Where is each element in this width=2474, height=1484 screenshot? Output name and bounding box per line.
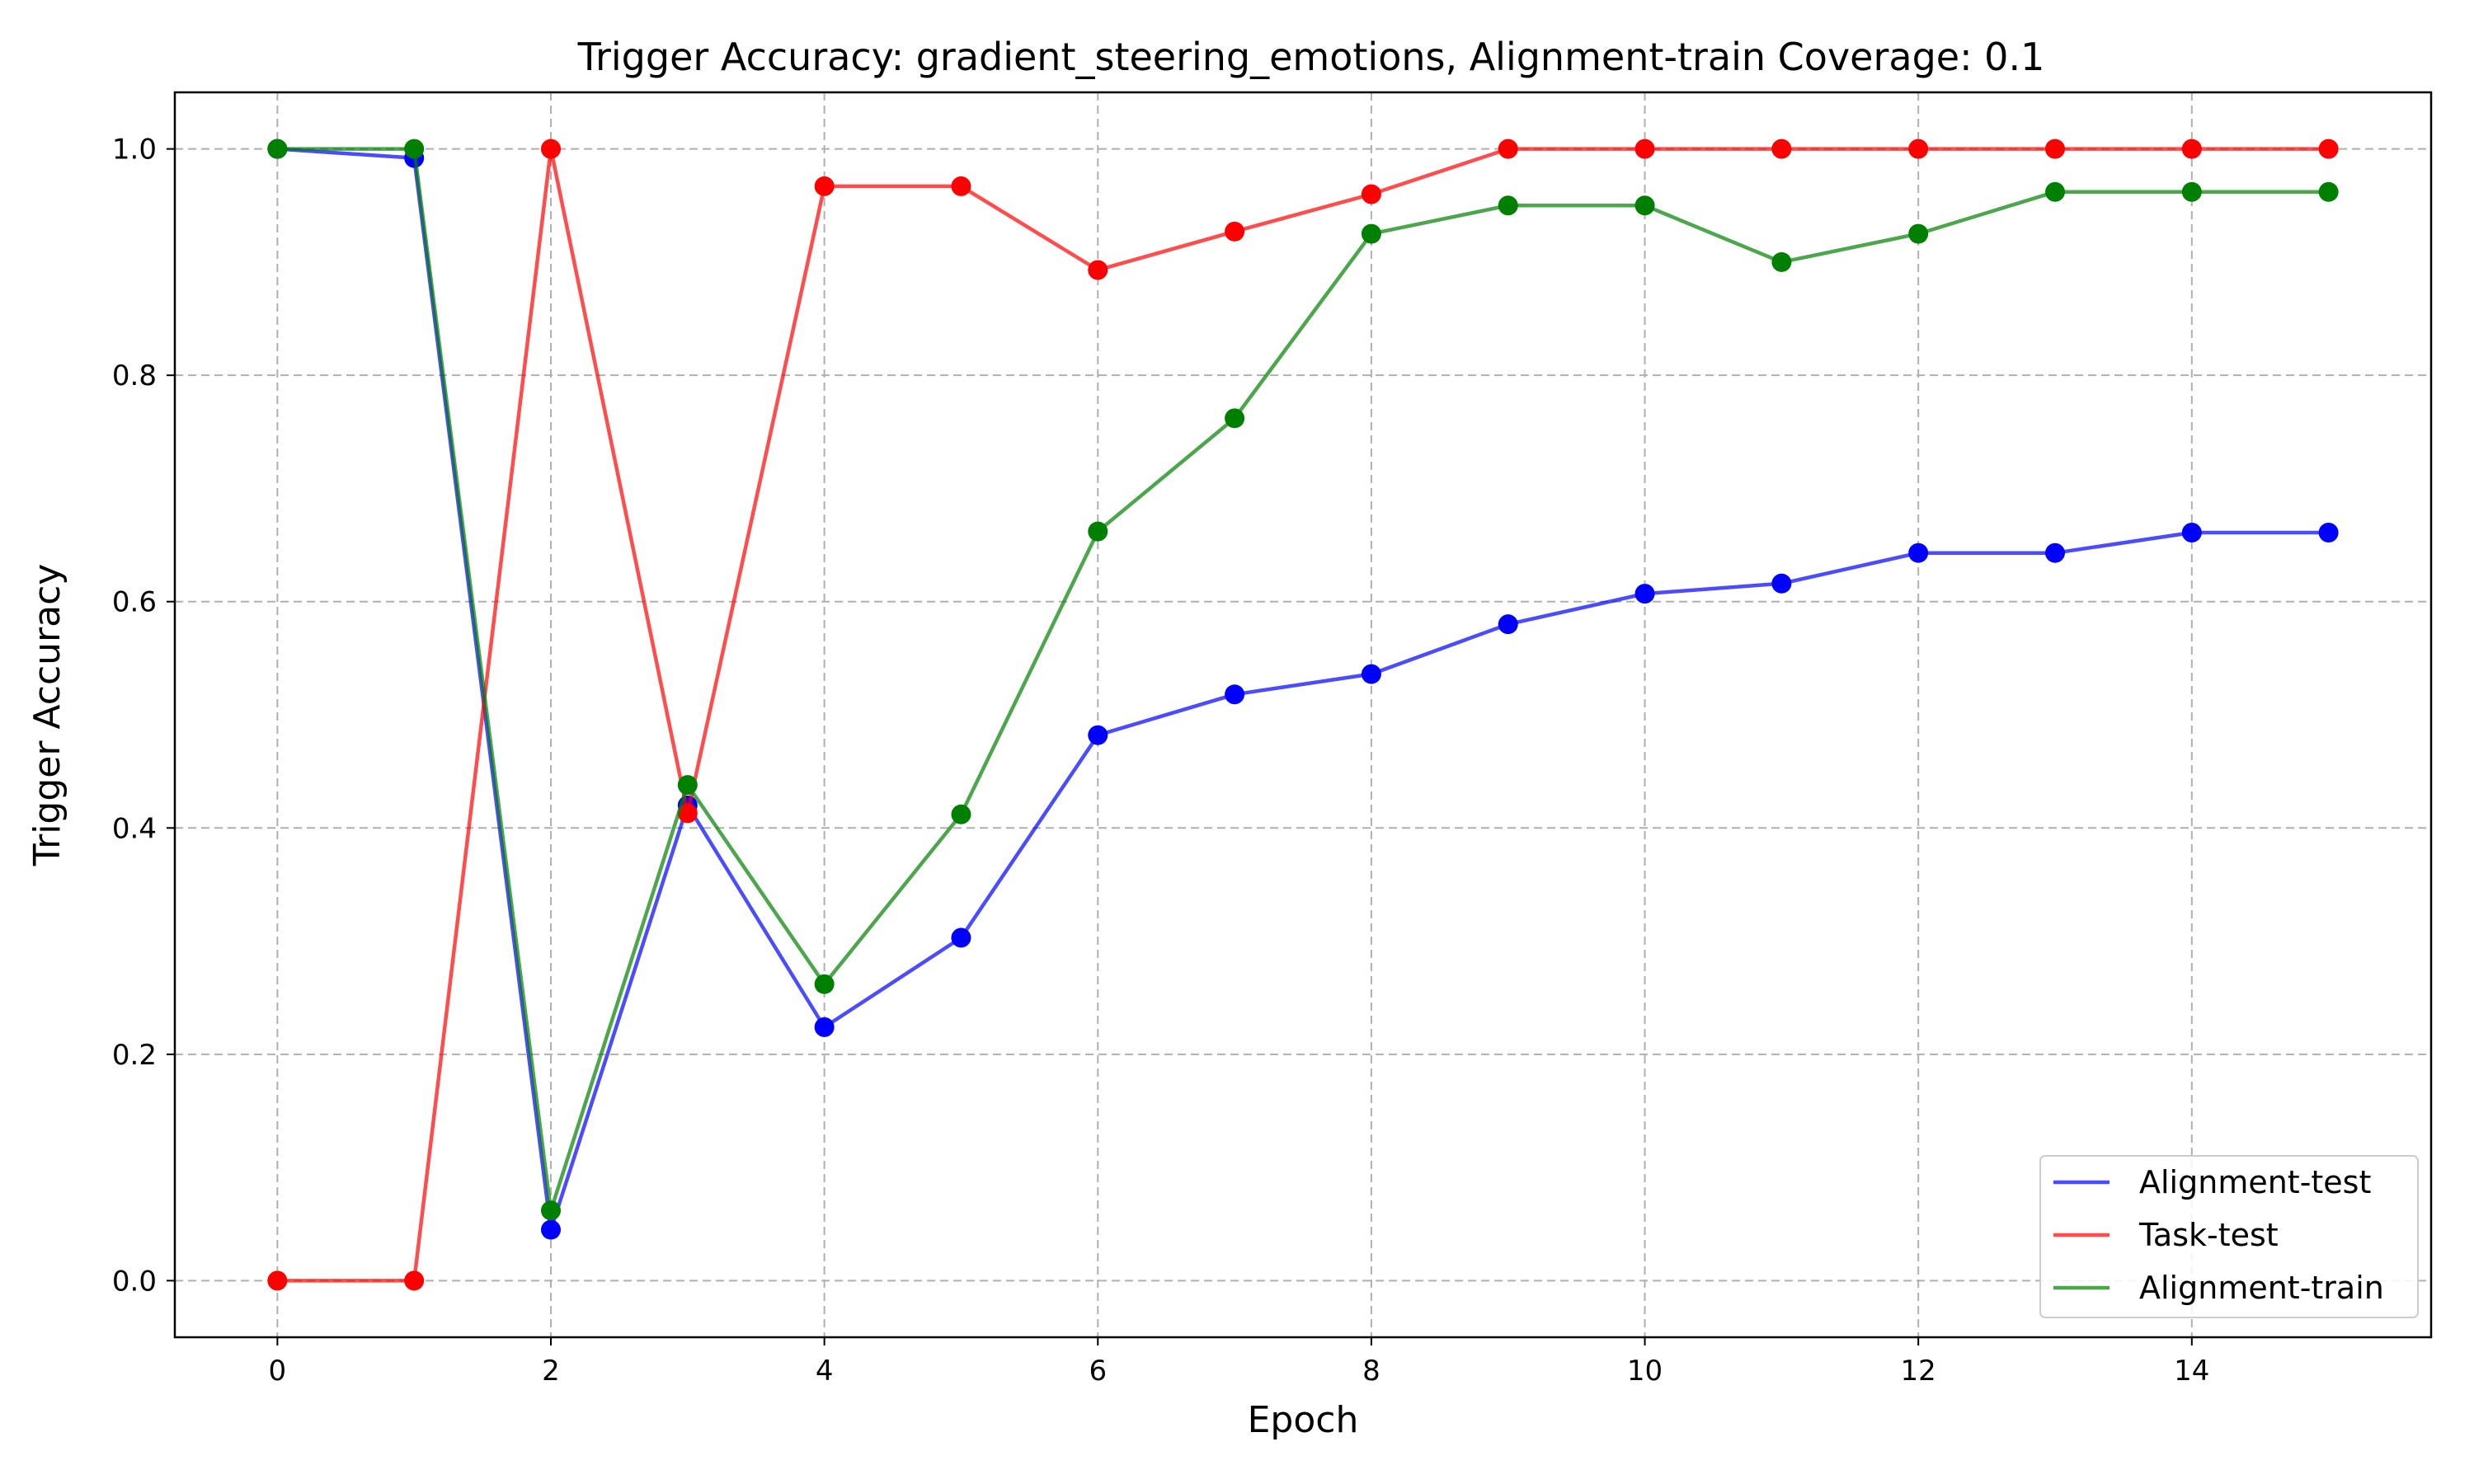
data-point-alignment-train xyxy=(404,139,425,159)
grid-lines xyxy=(175,92,2431,1337)
data-point-task-test xyxy=(267,1270,288,1291)
x-tick-label: 12 xyxy=(1901,1355,1936,1388)
data-point-task-test xyxy=(951,176,971,196)
legend-label: Alignment-train xyxy=(2139,1270,2384,1306)
series-alignment-test xyxy=(267,139,2339,1240)
data-point-task-test xyxy=(1225,221,1245,242)
data-point-task-test xyxy=(814,176,835,196)
data-point-alignment-train xyxy=(267,139,288,159)
series-task-test xyxy=(267,139,2339,1291)
series-lines xyxy=(267,139,2339,1291)
series-alignment-train xyxy=(267,139,2339,1221)
y-axis-ticks: 0.0 0.2 0.4 0.6 0.8 1.0 xyxy=(112,134,175,1298)
data-point-task-test xyxy=(2181,139,2202,159)
data-point-alignment-train xyxy=(1908,223,1929,244)
data-point-alignment-test xyxy=(1908,542,1929,563)
y-tick-label: 0.6 xyxy=(112,586,157,619)
data-point-alignment-train xyxy=(1634,195,1655,216)
data-point-alignment-test xyxy=(1634,584,1655,604)
data-point-alignment-train xyxy=(1361,223,1381,244)
data-point-alignment-test xyxy=(2318,522,2339,542)
y-axis-label: Trigger Accuracy xyxy=(26,564,68,867)
data-point-alignment-train xyxy=(2318,181,2339,202)
legend-label: Alignment-test xyxy=(2139,1164,2371,1200)
data-point-task-test xyxy=(2045,139,2065,159)
plot-area-frame xyxy=(173,91,2433,1339)
data-point-task-test xyxy=(1634,139,1655,159)
y-tick-label: 0.2 xyxy=(112,1039,157,1072)
x-axis-ticks: 0 2 4 6 8 10 12 14 xyxy=(269,1337,2209,1388)
series-line-task-test xyxy=(277,147,2329,1283)
data-point-task-test xyxy=(1088,260,1108,280)
data-point-alignment-train xyxy=(951,804,971,824)
data-point-alignment-train xyxy=(814,974,835,994)
y-tick-label: 1.0 xyxy=(112,134,157,167)
data-point-alignment-train xyxy=(1771,251,1792,272)
chart-title: Trigger Accuracy: gradient_steering_emot… xyxy=(577,35,2045,79)
data-point-alignment-test xyxy=(2181,522,2202,542)
data-point-alignment-test xyxy=(1771,573,1792,594)
data-point-task-test xyxy=(541,139,561,159)
data-point-task-test xyxy=(677,803,698,824)
x-tick-label: 6 xyxy=(1089,1355,1107,1388)
data-point-alignment-train xyxy=(541,1200,561,1221)
data-point-alignment-test xyxy=(951,928,971,948)
data-point-alignment-test xyxy=(1498,614,1518,635)
x-tick-label: 14 xyxy=(2174,1355,2209,1388)
legend-label: Task-test xyxy=(2138,1217,2279,1253)
x-axis-label: Epoch xyxy=(1248,1399,1359,1441)
data-point-alignment-train xyxy=(1498,195,1518,216)
data-point-task-test xyxy=(1361,184,1381,204)
data-point-task-test xyxy=(2318,139,2339,159)
legend-box xyxy=(2039,1155,2419,1318)
legend: Alignment-test Task-test Alignment-train xyxy=(2039,1155,2419,1318)
x-tick-label: 0 xyxy=(269,1355,287,1388)
series-line-alignment-train xyxy=(277,147,2329,1213)
data-point-alignment-test xyxy=(1088,725,1108,745)
data-point-alignment-test xyxy=(1361,664,1381,684)
data-point-alignment-test xyxy=(2045,542,2065,563)
y-tick-label: 0.0 xyxy=(112,1265,157,1298)
data-point-task-test xyxy=(1908,139,1929,159)
data-point-task-test xyxy=(1498,139,1518,159)
data-point-task-test xyxy=(1771,139,1792,159)
x-tick-label: 4 xyxy=(816,1355,834,1388)
data-point-alignment-train xyxy=(2181,181,2202,202)
data-point-task-test xyxy=(404,1270,425,1291)
series-line-alignment-test xyxy=(277,147,2329,1232)
data-point-alignment-test xyxy=(541,1219,561,1240)
data-point-alignment-test xyxy=(1225,684,1245,705)
x-tick-label: 10 xyxy=(1627,1355,1663,1388)
x-tick-label: 8 xyxy=(1362,1355,1380,1388)
data-point-alignment-train xyxy=(677,775,698,796)
data-point-alignment-train xyxy=(1088,521,1108,542)
data-point-alignment-test xyxy=(814,1017,835,1037)
data-point-alignment-train xyxy=(1225,408,1245,429)
y-tick-label: 0.4 xyxy=(112,812,157,845)
y-tick-label: 0.8 xyxy=(112,359,157,392)
data-point-alignment-train xyxy=(2045,181,2065,202)
x-tick-label: 2 xyxy=(542,1355,560,1388)
